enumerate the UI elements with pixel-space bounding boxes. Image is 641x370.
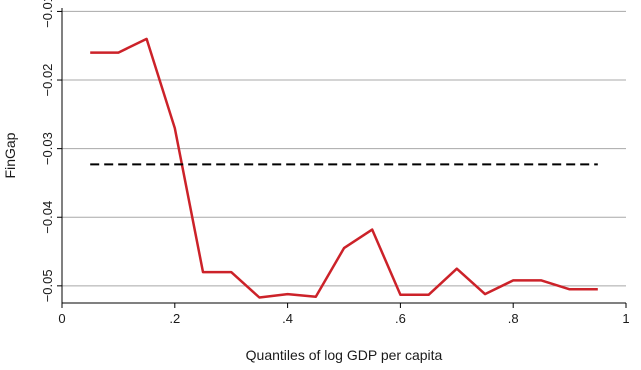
x-tick-label: .8 <box>508 311 519 326</box>
x-tick-label: 0 <box>58 311 65 326</box>
x-tick-label: .4 <box>282 311 293 326</box>
x-tick-label: .2 <box>169 311 180 326</box>
tick-labels: −0.01 −0.02 −0.03 −0.04 −0.050 .2 .4 .6 .8 1 <box>40 0 630 326</box>
y-tick-label: −0.04 <box>40 201 55 234</box>
y-tick-label: −0.02 <box>40 64 55 97</box>
gridlines <box>62 10 626 287</box>
fingap-line <box>90 37 598 299</box>
y-tick-label: −0.03 <box>40 132 55 165</box>
y-tick-label: −0.01 <box>40 0 55 28</box>
x-axis-label: Quantiles of log GDP per capita <box>246 347 443 363</box>
axes <box>57 8 627 308</box>
x-tick-label: 1 <box>622 311 629 326</box>
y-tick-label: −0.05 <box>40 269 55 302</box>
series-layer <box>90 37 598 299</box>
y-axis-label: FinGap <box>2 132 18 178</box>
x-tick-label: .6 <box>395 311 406 326</box>
